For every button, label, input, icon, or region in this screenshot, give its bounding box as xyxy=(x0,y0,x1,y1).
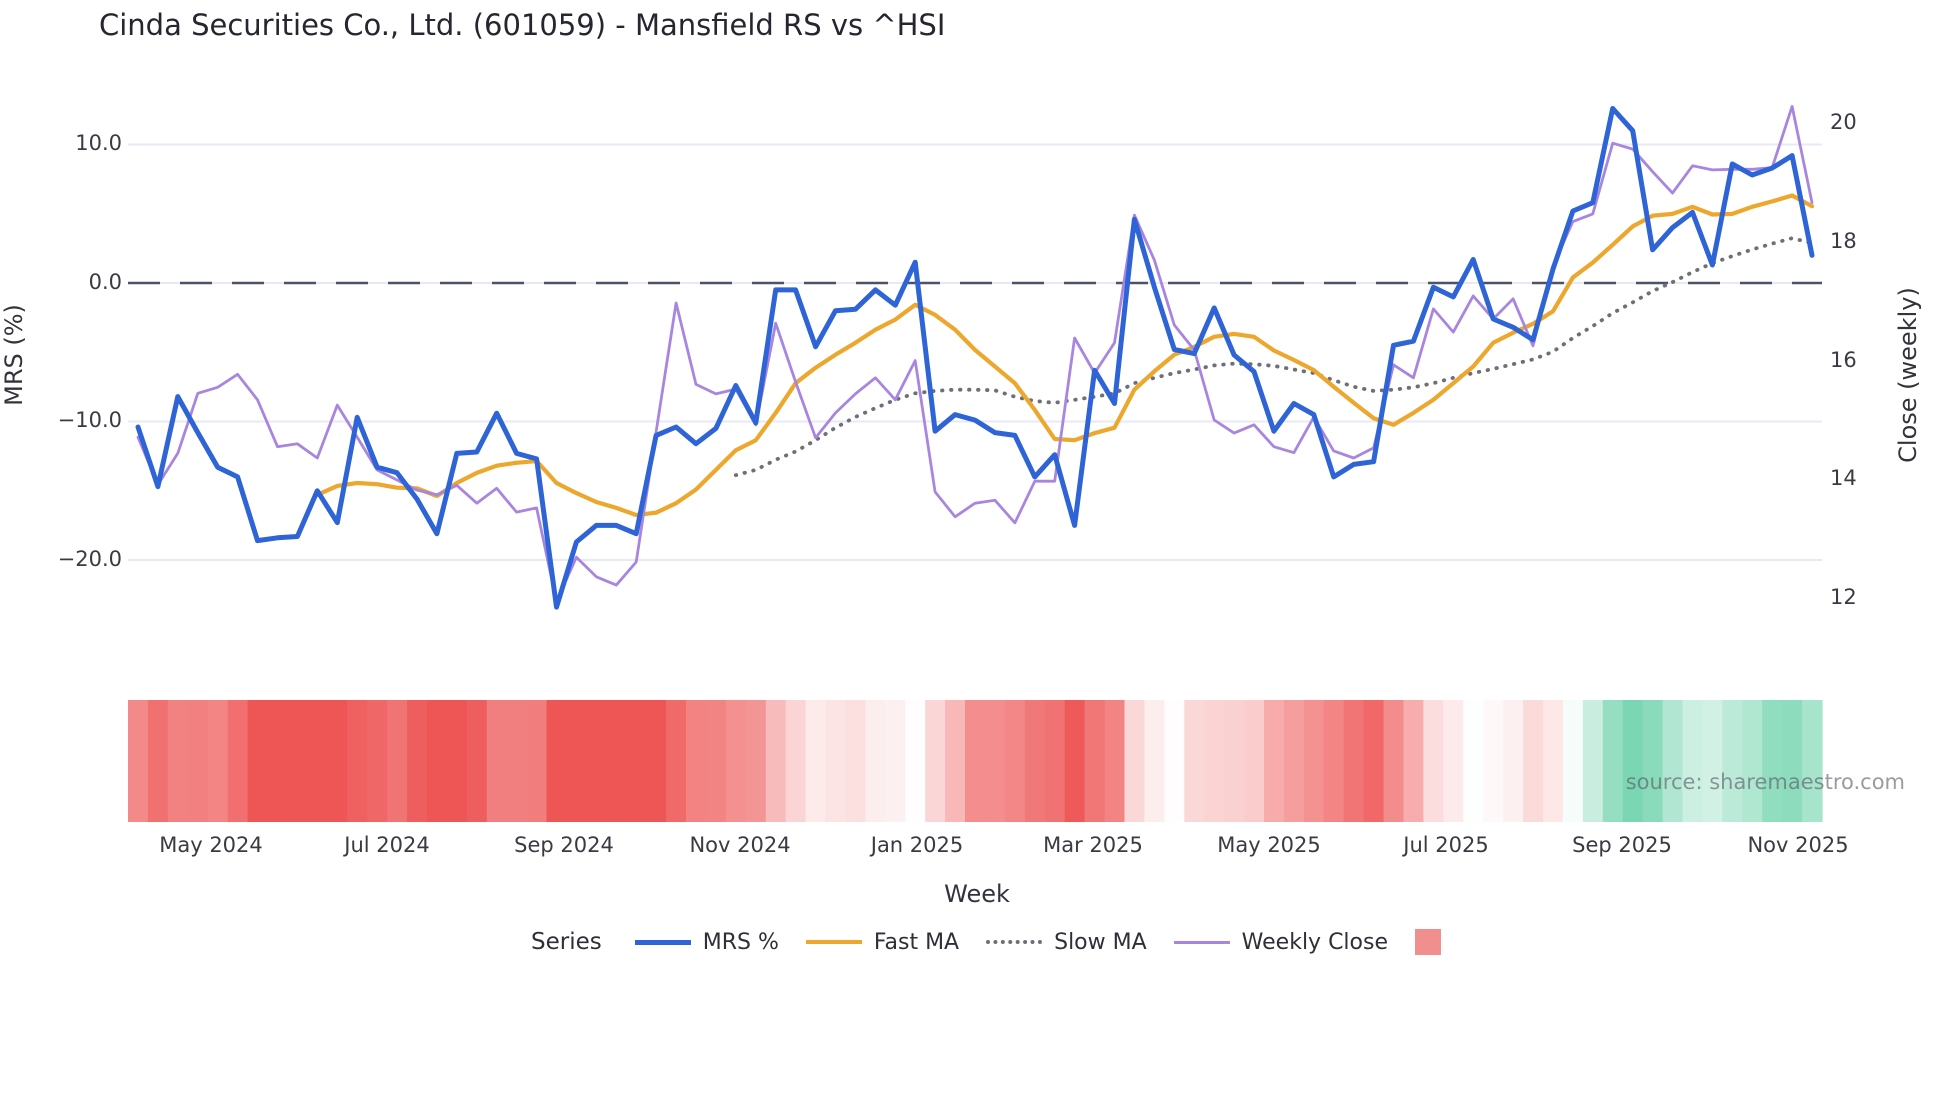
left-axis-label: MRS (%) xyxy=(0,304,28,406)
left-tick-0: 0.0 xyxy=(88,270,122,294)
right-axis-label: Close (weekly) xyxy=(1894,287,1922,463)
x-tick-jul-2024: Jul 2024 xyxy=(344,833,430,857)
legend-item-label: Weekly Close xyxy=(1241,929,1389,955)
right-tick-18: 18 xyxy=(1830,229,1857,253)
weekly-close-line-swatch-icon xyxy=(1173,940,1230,944)
legend-title: Series xyxy=(531,929,602,955)
right-tick-14: 14 xyxy=(1830,466,1857,490)
x-tick-jan-2025: Jan 2025 xyxy=(870,833,964,857)
source-watermark: source: sharemaestro.com xyxy=(1625,770,1905,794)
x-tick-may-2025: May 2025 xyxy=(1217,833,1321,857)
x-tick-may-2024: May 2024 xyxy=(159,833,263,857)
legend-item-weekly-close: Weekly Close xyxy=(1173,929,1389,955)
x-tick-nov-2025: Nov 2025 xyxy=(1747,833,1849,857)
right-tick-16: 16 xyxy=(1830,348,1857,372)
left-tick-n20: −20.0 xyxy=(57,547,122,571)
fast-ma-line-swatch-icon xyxy=(805,940,862,944)
x-tick-mar-2025: Mar 2025 xyxy=(1043,833,1143,857)
right-tick-12: 12 xyxy=(1830,585,1857,609)
legend-item-mrs: MRS % xyxy=(634,929,779,955)
x-axis-label: Week xyxy=(944,880,1010,908)
x-tick-sep-2024: Sep 2024 xyxy=(514,833,614,857)
legend-item-label: Slow MA xyxy=(1054,929,1147,955)
legend-item-label: Fast MA xyxy=(873,929,960,955)
right-tick-20: 20 xyxy=(1830,110,1857,134)
slow-ma-dotted-swatch-icon xyxy=(986,940,1043,944)
x-tick-sep-2025: Sep 2025 xyxy=(1572,833,1672,857)
legend-item-slow-ma: Slow MA xyxy=(986,930,1147,955)
left-tick-10: 10.0 xyxy=(75,131,122,155)
legend: Series MRS % Fast MA Slow MA Weekly Clos… xyxy=(531,924,1442,960)
x-tick-nov-2024: Nov 2024 xyxy=(689,833,791,857)
heatmap-square-swatch-icon xyxy=(1415,929,1442,955)
left-tick-n10: −10.0 xyxy=(57,408,122,432)
legend-item-label: MRS % xyxy=(702,929,779,955)
x-tick-jul-2025: Jul 2025 xyxy=(1403,833,1489,857)
legend-item-fast-ma: Fast MA xyxy=(805,929,960,955)
mrs-line-swatch-icon xyxy=(634,939,691,945)
chart-title: Cinda Securities Co., Ltd. (601059) - Ma… xyxy=(99,8,946,42)
